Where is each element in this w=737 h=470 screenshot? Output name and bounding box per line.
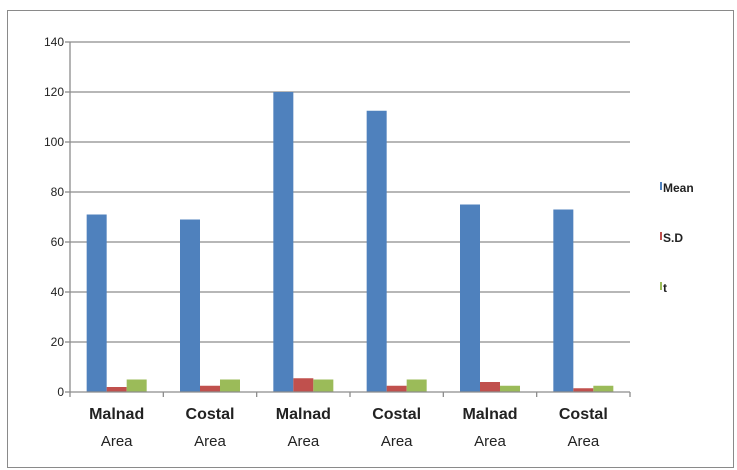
legend-label: Mean (663, 181, 694, 195)
bar-mean (553, 209, 574, 392)
y-tick-labels: 0 20 40 60 80 100 120 140 (44, 35, 64, 399)
gridlines (70, 41, 630, 343)
bar-s-d (106, 387, 127, 392)
bar-t (126, 379, 147, 392)
x-category-label: Malnad (276, 406, 331, 423)
x-category-label-sub: Area (381, 433, 413, 450)
x-category-label: Costal (372, 406, 421, 423)
x-category-label: Costal (186, 406, 235, 423)
legend-label: t (663, 281, 667, 295)
y-tick-label: 60 (51, 235, 65, 249)
x-category-label-sub: Area (194, 433, 226, 450)
y-tick-label: 80 (51, 185, 65, 199)
x-category-label: Malnad (462, 406, 517, 423)
x-category-labels: Malnad Area Costal Area Malnad Area Costal Area… (89, 406, 608, 450)
bar-s-d (386, 385, 407, 392)
x-category-label-sub: Area (474, 433, 506, 450)
bar-mean (366, 110, 387, 392)
legend: Mean S.D t (660, 181, 694, 295)
y-tick-label: 0 (57, 385, 64, 399)
y-tick-label: 40 (51, 285, 65, 299)
bar-t (500, 385, 520, 392)
x-category-label: Costal (559, 406, 608, 423)
x-category-label-sub: Area (287, 433, 319, 450)
bar-mean (86, 214, 107, 392)
y-tick-label: 140 (44, 35, 64, 49)
y-tick-label: 120 (44, 85, 64, 99)
bar-s-d (200, 385, 220, 392)
bar-mean (460, 204, 480, 392)
bar-s-d (293, 378, 314, 392)
bar-mean (273, 92, 294, 392)
axes (65, 41, 631, 397)
y-tick-label: 20 (51, 335, 65, 349)
bar-t (406, 379, 427, 392)
bar-s-d (573, 388, 594, 392)
bar-s-d (480, 382, 500, 392)
legend-swatch (660, 232, 662, 240)
bar-t (220, 379, 240, 392)
legend-swatch (660, 282, 662, 290)
x-category-label-sub: Area (567, 433, 599, 450)
y-tick-label: 100 (44, 135, 64, 149)
legend-label: S.D (663, 231, 683, 245)
bar-t (313, 379, 334, 392)
bar-mean (180, 219, 200, 392)
x-category-label-sub: Area (101, 433, 133, 450)
x-category-label: Malnad (89, 406, 144, 423)
bar-t (593, 385, 614, 392)
bars (86, 92, 614, 392)
legend-swatch (660, 182, 662, 190)
